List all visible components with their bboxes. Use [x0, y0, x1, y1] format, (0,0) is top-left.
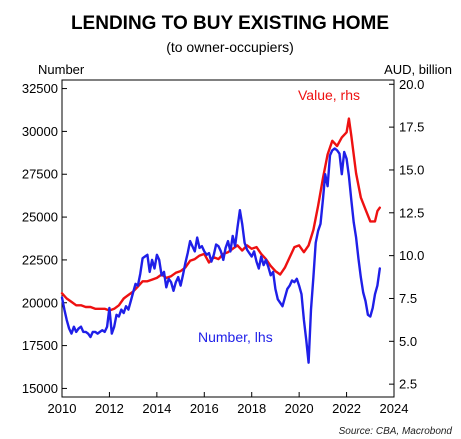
plot-frame — [61, 79, 395, 398]
left-tick-label-17500: 17500 — [22, 338, 58, 353]
left-tick-label-25000: 25000 — [22, 210, 58, 225]
right-tick-label-12.5: 12.5 — [399, 205, 424, 220]
left-y-axis: 15000 17500 20000 22500 25000 27500 30000 32500 — [22, 81, 67, 396]
series-layer — [60, 117, 381, 364]
right-y-axis: 2.5 5.0 7.5 10.0 12.5 15.0 17.5 20.0 — [389, 77, 424, 392]
x-axis: 2010 2012 2014 2016 2018 2020 2022 2024 — [48, 392, 409, 416]
left-tick-label-32500: 32500 — [22, 81, 58, 96]
value-series-line — [60, 117, 381, 312]
value-series-annotation: Value, rhs — [298, 87, 360, 103]
right-tick-label-2.5: 2.5 — [399, 377, 417, 392]
right-axis-unit: AUD, billion — [384, 62, 452, 77]
chart-subtitle: (to owner-occupiers) — [166, 39, 294, 55]
x-tick-label-2016: 2016 — [190, 401, 219, 416]
chart-title: LENDING TO BUY EXISTING HOME — [71, 13, 389, 34]
left-tick-label-15000: 15000 — [22, 381, 58, 396]
left-axis-unit: Number — [38, 62, 85, 77]
left-tick-label-22500: 22500 — [22, 252, 58, 267]
x-tick-label-2022: 2022 — [332, 401, 361, 416]
number-series-line — [60, 147, 381, 364]
number-series-annotation: Number, lhs — [198, 329, 273, 345]
right-tick-label-15.0: 15.0 — [399, 162, 424, 177]
right-tick-label-17.5: 17.5 — [399, 120, 424, 135]
x-tick-label-2012: 2012 — [95, 401, 124, 416]
x-tick-label-2024: 2024 — [380, 401, 409, 416]
x-tick-label-2014: 2014 — [142, 401, 171, 416]
source-note: Source: CBA, Macrobond — [339, 426, 453, 437]
right-tick-label-20.0: 20.0 — [399, 77, 424, 92]
right-tick-label-7.5: 7.5 — [399, 291, 417, 306]
x-tick-label-2018: 2018 — [237, 401, 266, 416]
left-tick-label-27500: 27500 — [22, 167, 58, 182]
x-tick-label-2010: 2010 — [48, 401, 77, 416]
right-tick-label-10.0: 10.0 — [399, 248, 424, 263]
x-tick-label-2020: 2020 — [285, 401, 314, 416]
left-tick-label-30000: 30000 — [22, 124, 58, 139]
right-tick-label-5.0: 5.0 — [399, 334, 417, 349]
left-tick-label-20000: 20000 — [22, 295, 58, 310]
